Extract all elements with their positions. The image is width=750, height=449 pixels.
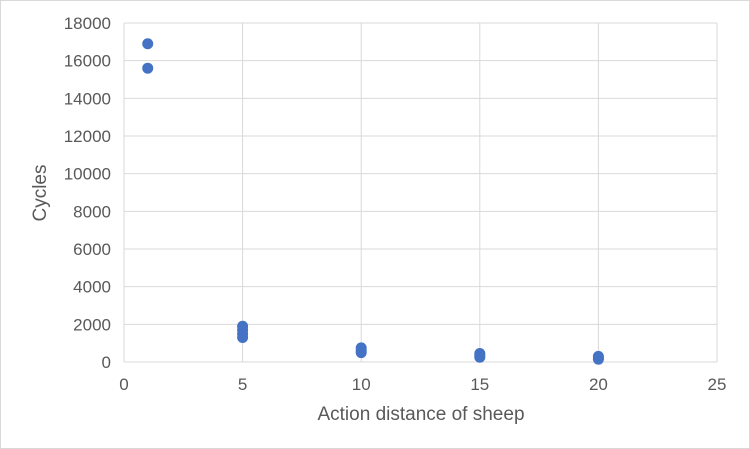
x-tick-label: 10 xyxy=(352,375,371,394)
data-point xyxy=(237,332,249,344)
data-point xyxy=(592,353,604,365)
x-tick-label: 5 xyxy=(238,375,247,394)
x-tick-label: 0 xyxy=(119,375,128,394)
data-point xyxy=(474,351,486,363)
y-tick-label: 14000 xyxy=(64,89,111,108)
data-point xyxy=(142,62,154,74)
y-tick-label: 0 xyxy=(102,353,111,372)
data-point xyxy=(355,347,367,359)
x-axis-title: Action distance of sheep xyxy=(317,404,524,425)
data-point xyxy=(142,38,154,50)
data-points-layer xyxy=(142,38,604,365)
y-tick-label: 12000 xyxy=(64,127,111,146)
y-tick-label: 16000 xyxy=(64,52,111,71)
tick-label-layer: 0 2000 4000 6000 8000 10000 12000 14000 16000 180… xyxy=(64,14,727,394)
y-axis-title: Cycles xyxy=(30,164,51,221)
x-tick-label: 25 xyxy=(708,375,727,394)
y-tick-label: 6000 xyxy=(73,240,111,259)
y-tick-label: 8000 xyxy=(73,202,111,221)
y-tick-label: 18000 xyxy=(64,14,111,33)
y-tick-label: 10000 xyxy=(64,165,111,184)
y-tick-label: 2000 xyxy=(73,315,111,334)
grid-layer xyxy=(123,22,718,363)
y-tick-label: 4000 xyxy=(73,278,111,297)
x-tick-label: 20 xyxy=(589,375,608,394)
x-tick-label: 15 xyxy=(470,375,489,394)
